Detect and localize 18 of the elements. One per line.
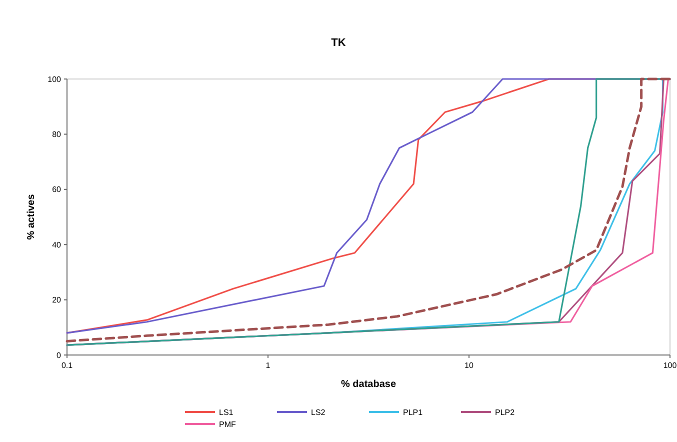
legend-label: PLP1 [403, 408, 424, 417]
legend-label: PMF [219, 420, 236, 429]
y-tick-label: 60 [52, 185, 62, 194]
y-tick-label: 40 [52, 240, 62, 250]
y-axis-title: % actives [26, 194, 37, 240]
y-tick-label: 0 [56, 350, 62, 360]
chart-title: TK [331, 37, 346, 49]
legend-label: LS2 [311, 408, 326, 417]
x-tick-label: 100 [663, 361, 677, 370]
x-axis-title: % database [340, 379, 396, 390]
legend-label: PLP2 [495, 408, 516, 417]
x-tick-label: 10 [464, 361, 474, 370]
legend-label: LS1 [219, 408, 234, 417]
y-tick-label: 80 [52, 130, 62, 139]
y-tick-label: 100 [48, 74, 62, 84]
x-tick-label: 1 [266, 361, 271, 370]
x-tick-label: 0.1 [61, 361, 74, 370]
y-tick-label: 20 [52, 296, 62, 305]
